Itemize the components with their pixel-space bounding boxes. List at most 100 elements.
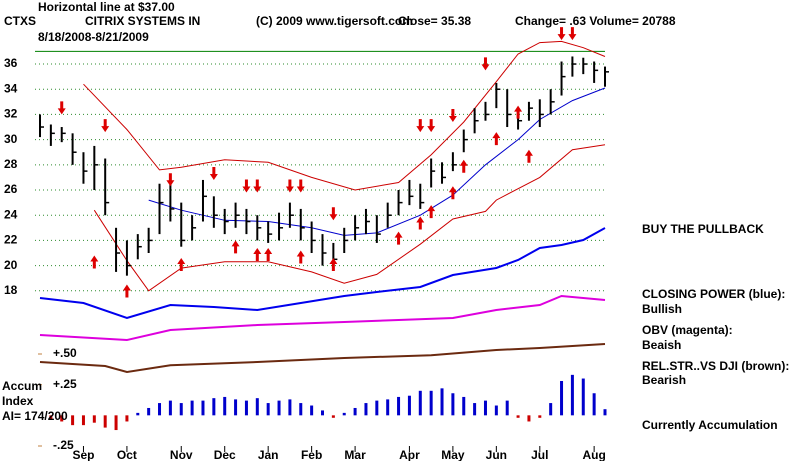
- sell-arrow: [166, 173, 175, 187]
- accum-bar: [560, 380, 564, 416]
- sell-arrow: [416, 119, 425, 133]
- accum-bar: [364, 403, 368, 416]
- change-text: Change= .63 Volume= 20788: [515, 14, 676, 28]
- accum-bar: [201, 400, 205, 416]
- accum-bar: [397, 396, 401, 416]
- lower-band: [93, 144, 606, 292]
- x-tick-label: Sep: [72, 448, 94, 461]
- accum-tick-label: +.25: [53, 377, 77, 391]
- accum-tick-label: -.25: [53, 438, 74, 452]
- annotation: BUY THE PULLBACK: [642, 222, 764, 236]
- x-tick-label: Oct: [117, 448, 137, 461]
- annotation: Bearish: [642, 373, 686, 387]
- accum-bar: [125, 415, 129, 422]
- accum-bar: [516, 415, 520, 418]
- accum-bar: [158, 403, 162, 416]
- accum-bar: [462, 396, 466, 416]
- x-tick-label: Jul: [531, 448, 548, 461]
- x-tick-label: May: [441, 448, 465, 461]
- date-range: 8/18/2008-8/21/2009: [38, 30, 149, 44]
- x-tick-label: Nov: [170, 448, 193, 461]
- accum-bar: [538, 415, 542, 418]
- obv: [39, 294, 606, 342]
- sell-arrow: [296, 179, 305, 193]
- hline-label: Horizontal line at $37.00: [38, 0, 175, 14]
- y-tick-label: 34: [4, 81, 18, 95]
- y-tick-label: 20: [4, 258, 18, 272]
- accum-bar: [527, 415, 531, 422]
- buy-arrow: [524, 149, 533, 163]
- accum-bar: [92, 415, 96, 423]
- accum-bar: [603, 409, 607, 416]
- annotation: Currently Accumulation: [642, 418, 778, 432]
- accum-bar: [234, 399, 238, 416]
- accum-bar: [592, 393, 596, 416]
- x-tick-label: Apr: [399, 448, 420, 461]
- buy-arrow: [492, 132, 501, 146]
- accum-bar: [310, 405, 314, 416]
- x-tick-label: Dec: [214, 448, 236, 461]
- buy-arrow: [90, 255, 99, 269]
- y-tick-label: 30: [4, 132, 18, 146]
- buy-arrow: [264, 247, 273, 261]
- accum-bar: [103, 415, 107, 428]
- y-tick-label: 24: [4, 207, 18, 221]
- annotation: REL.STR..VS DJI (brown):: [642, 359, 789, 373]
- annotation: Beaish: [642, 338, 681, 352]
- y-tick-label: 36: [4, 56, 18, 70]
- closing-power: [39, 227, 606, 320]
- accum-bar: [147, 407, 151, 416]
- sell-arrow: [481, 57, 490, 71]
- accum-bar: [407, 395, 411, 416]
- accum-bar: [321, 410, 324, 416]
- close-text: Close= 35.38: [398, 14, 471, 28]
- buy-arrow: [394, 231, 403, 245]
- annotation: Bullish: [642, 302, 682, 316]
- x-tick-label: Jun: [486, 448, 507, 461]
- sell-arrow: [285, 179, 294, 193]
- y-tick-label: 18: [4, 283, 18, 297]
- buy-arrow: [514, 105, 523, 119]
- sell-arrow: [427, 119, 436, 133]
- buy-arrow: [296, 250, 305, 264]
- accum-bar: [429, 390, 433, 416]
- upper-band: [83, 40, 606, 191]
- accum-bar: [223, 396, 227, 416]
- accum-bar: [190, 400, 194, 416]
- moving-average: [148, 87, 606, 236]
- accum-label: Accum: [2, 379, 42, 393]
- x-tick-label: Aug: [582, 448, 605, 461]
- accum-bar: [266, 403, 270, 416]
- accum-label: Index: [2, 394, 34, 408]
- accum-bar: [375, 400, 379, 416]
- accum-bar: [244, 400, 248, 416]
- x-tick-label: Feb: [301, 448, 322, 461]
- accum-bar: [255, 398, 259, 416]
- accum-bar: [451, 393, 455, 416]
- accum-bar: [418, 390, 422, 416]
- accum-label: AI= 174/200: [2, 409, 68, 423]
- annotation: OBV (magenta):: [642, 323, 733, 337]
- sell-arrow: [101, 119, 110, 133]
- buy-arrow: [459, 159, 468, 173]
- y-tick-label: 32: [4, 107, 18, 121]
- sell-arrow: [57, 101, 66, 115]
- accum-bar: [440, 388, 444, 416]
- annotation: CLOSING POWER (blue):: [642, 287, 785, 301]
- sell-arrow: [568, 27, 577, 41]
- x-tick-label: Jan: [258, 448, 279, 461]
- accum-bar: [288, 399, 292, 416]
- accum-bar: [81, 415, 85, 426]
- accum-bar: [353, 407, 357, 416]
- buy-arrow: [231, 240, 240, 254]
- accum-bar: [581, 378, 585, 416]
- accum-bar: [483, 400, 487, 416]
- buy-arrow: [177, 258, 186, 272]
- accum-bar: [277, 400, 281, 416]
- copyright: (C) 2009 www.tigersoft.com: [256, 14, 413, 28]
- accum-bar: [342, 412, 346, 416]
- accum-bar: [114, 415, 118, 431]
- accum-bar: [386, 399, 390, 416]
- buy-arrow: [427, 205, 436, 219]
